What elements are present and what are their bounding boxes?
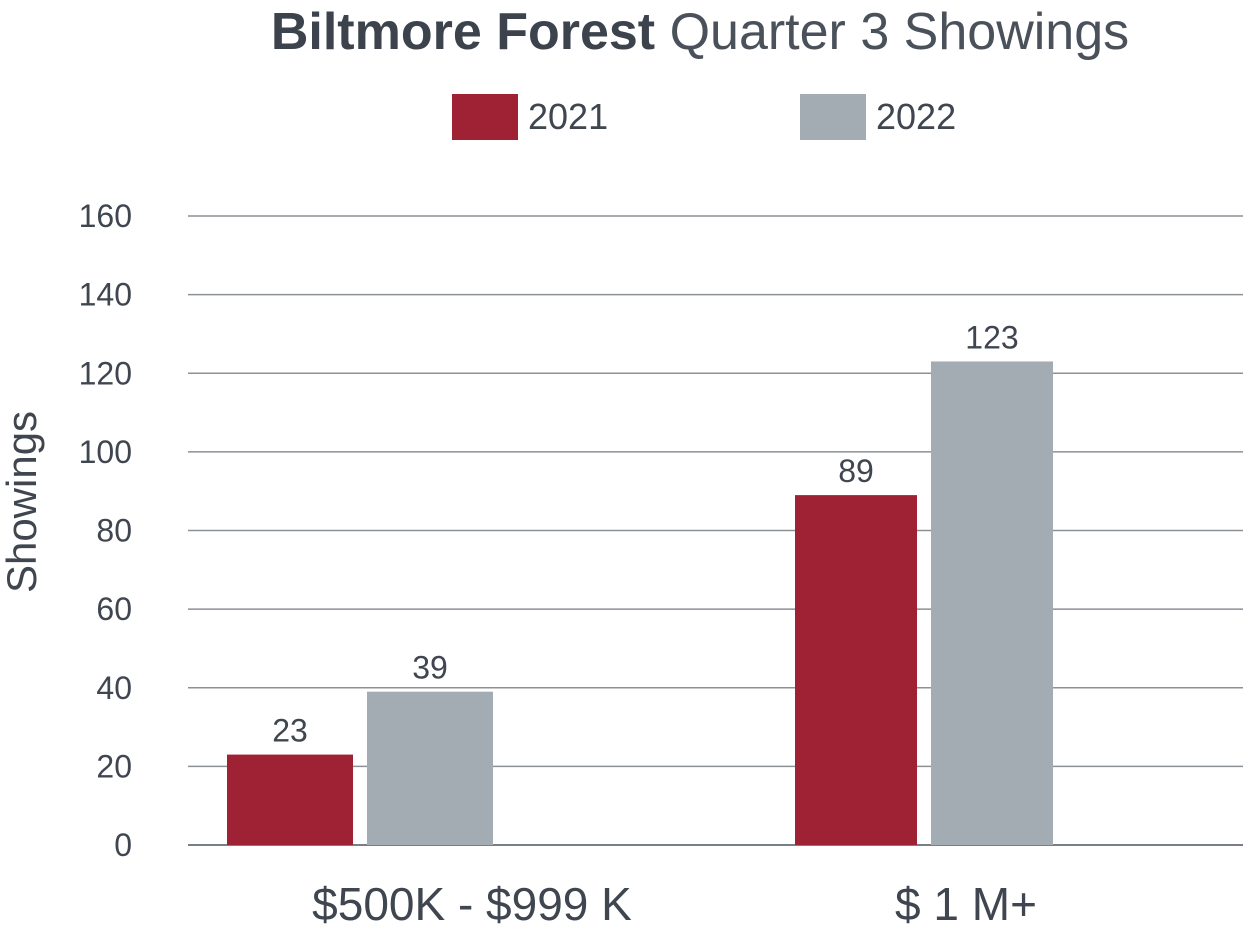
y-tick-label: 20: [96, 748, 132, 784]
bar-2022-0: [367, 691, 493, 845]
value-label-backdrop: [962, 319, 1022, 354]
gridlines: [188, 215, 1243, 846]
value-label-2021-1: 89: [838, 453, 874, 489]
y-tick-label: 120: [79, 355, 132, 391]
value-label-2021-0: 23: [272, 713, 308, 749]
value-label-backdrop: [826, 453, 886, 488]
legend-label-2021: 2021: [528, 96, 609, 137]
bars: [227, 361, 1053, 845]
y-tick-label: 80: [96, 513, 132, 549]
y-tick-label: 100: [79, 434, 132, 470]
y-axis-title: Showings: [0, 411, 45, 593]
bar-2021-1: [795, 495, 917, 845]
chart-title: Biltmore Forest Quarter 3 Showings: [0, 2, 1248, 62]
y-tick-label: 140: [79, 277, 132, 313]
legend-swatch-2022: [800, 94, 866, 140]
y-tick-label: 40: [96, 670, 132, 706]
x-category-label-0: $500K - $999 K: [312, 878, 632, 930]
bar-2022-1: [931, 361, 1053, 845]
y-tick-label: 60: [96, 591, 132, 627]
value-label-backdrop: [260, 712, 320, 747]
y-tick-label: 160: [79, 198, 132, 234]
legend-item-2021: 2021: [452, 94, 608, 140]
x-category-label-1: $ 1 M+: [895, 878, 1037, 930]
value-label-backdrop: [400, 649, 460, 684]
value-label-2022-1: 123: [965, 319, 1018, 355]
chart-title-rest: Quarter 3 Showings: [669, 3, 1130, 61]
bar-2021-0: [227, 754, 353, 845]
legend-item-2022: 2022: [800, 94, 956, 140]
value-label-2022-0: 39: [412, 650, 448, 686]
legend-label-2022: 2022: [876, 96, 957, 137]
x-axis-categories: $500K - $999 K $ 1 M+: [312, 878, 1037, 930]
y-tick-label: 0: [114, 827, 132, 863]
chart-title-bold: Biltmore Forest: [270, 3, 656, 61]
value-labels: 23 39 89 123: [260, 319, 1022, 749]
legend-swatch-2021: [452, 94, 518, 140]
y-axis-ticks: 0 20 40 60 80 100 120 140 160: [79, 198, 132, 863]
